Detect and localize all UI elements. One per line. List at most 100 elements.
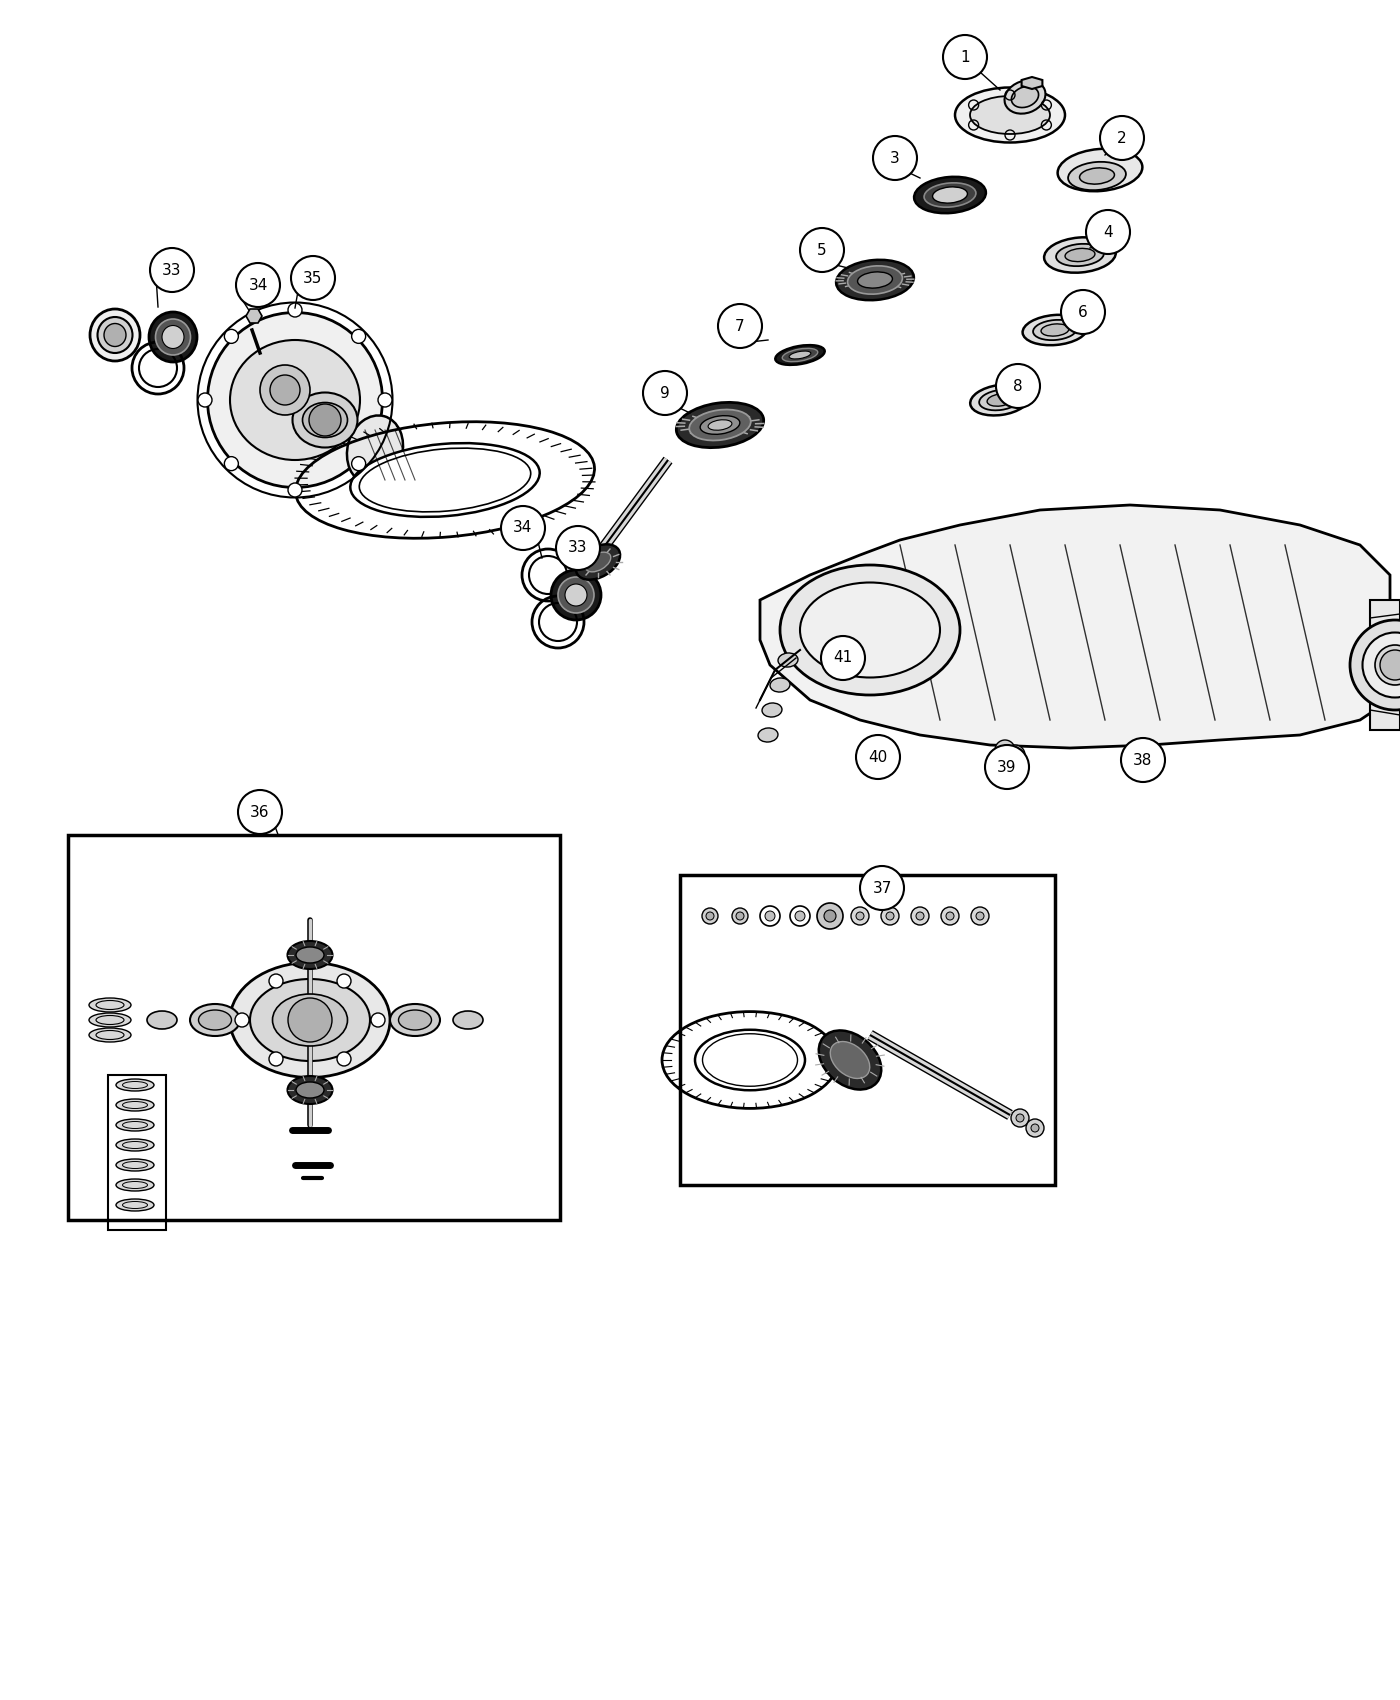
Ellipse shape	[575, 544, 620, 580]
Ellipse shape	[1375, 644, 1400, 685]
Ellipse shape	[116, 1180, 154, 1192]
Ellipse shape	[1065, 248, 1095, 262]
Ellipse shape	[90, 1028, 132, 1042]
Circle shape	[1121, 738, 1165, 782]
Circle shape	[944, 36, 987, 78]
Circle shape	[855, 734, 900, 779]
Ellipse shape	[700, 416, 739, 434]
Circle shape	[736, 911, 743, 920]
Ellipse shape	[770, 678, 790, 692]
Polygon shape	[246, 309, 262, 323]
Ellipse shape	[1068, 162, 1126, 190]
Ellipse shape	[559, 576, 594, 614]
Ellipse shape	[347, 415, 403, 484]
Circle shape	[855, 911, 864, 920]
Ellipse shape	[293, 393, 357, 447]
Text: 6: 6	[1078, 304, 1088, 320]
Ellipse shape	[116, 1139, 154, 1151]
Ellipse shape	[566, 585, 587, 605]
Text: 40: 40	[868, 750, 888, 765]
Circle shape	[501, 507, 545, 551]
Ellipse shape	[116, 1080, 154, 1091]
Circle shape	[269, 1052, 283, 1066]
Ellipse shape	[199, 1010, 231, 1030]
Circle shape	[911, 908, 930, 925]
Ellipse shape	[399, 1010, 431, 1030]
Ellipse shape	[190, 1005, 239, 1035]
Circle shape	[371, 1013, 385, 1027]
Circle shape	[378, 393, 392, 406]
Circle shape	[795, 911, 805, 921]
Ellipse shape	[116, 1159, 154, 1171]
Ellipse shape	[778, 653, 798, 666]
Text: 7: 7	[735, 318, 745, 333]
Circle shape	[799, 228, 844, 272]
Ellipse shape	[1056, 243, 1105, 267]
Text: 2: 2	[1117, 131, 1127, 146]
Ellipse shape	[1042, 325, 1070, 337]
Text: 1: 1	[960, 49, 970, 65]
Bar	[680, 876, 1056, 1185]
Ellipse shape	[762, 704, 783, 717]
Ellipse shape	[790, 352, 811, 359]
Circle shape	[995, 364, 1040, 408]
Circle shape	[351, 330, 365, 343]
Ellipse shape	[230, 340, 360, 461]
Ellipse shape	[970, 95, 1050, 134]
Ellipse shape	[1022, 314, 1088, 345]
Ellipse shape	[207, 313, 382, 488]
Circle shape	[270, 376, 300, 405]
Ellipse shape	[287, 1076, 333, 1103]
Circle shape	[260, 366, 309, 415]
Ellipse shape	[955, 87, 1065, 143]
Circle shape	[825, 910, 836, 921]
Circle shape	[643, 371, 687, 415]
Text: 37: 37	[872, 881, 892, 896]
Ellipse shape	[780, 564, 960, 695]
Circle shape	[764, 911, 776, 921]
Ellipse shape	[689, 410, 750, 440]
Circle shape	[874, 136, 917, 180]
Ellipse shape	[116, 1119, 154, 1131]
Polygon shape	[1022, 76, 1043, 88]
Ellipse shape	[585, 552, 610, 571]
Circle shape	[150, 248, 195, 292]
Circle shape	[818, 903, 843, 928]
Ellipse shape	[287, 942, 333, 969]
Text: 9: 9	[661, 386, 669, 401]
Ellipse shape	[676, 403, 763, 447]
Ellipse shape	[295, 1081, 323, 1098]
Circle shape	[288, 303, 302, 316]
Circle shape	[1380, 649, 1400, 680]
Ellipse shape	[90, 998, 132, 1012]
Circle shape	[288, 483, 302, 496]
Ellipse shape	[1057, 150, 1142, 190]
Text: 4: 4	[1103, 224, 1113, 240]
Circle shape	[718, 304, 762, 348]
Circle shape	[1086, 211, 1130, 253]
Ellipse shape	[116, 1098, 154, 1112]
Ellipse shape	[836, 260, 914, 301]
Circle shape	[976, 911, 984, 920]
Circle shape	[881, 908, 899, 925]
Text: 3: 3	[890, 151, 900, 165]
Ellipse shape	[694, 1030, 805, 1090]
Ellipse shape	[454, 1012, 483, 1028]
Ellipse shape	[757, 728, 778, 741]
Text: 34: 34	[248, 277, 267, 292]
Circle shape	[197, 393, 211, 406]
Ellipse shape	[799, 583, 939, 678]
Ellipse shape	[819, 1030, 881, 1090]
Ellipse shape	[391, 1005, 440, 1035]
Ellipse shape	[1044, 238, 1116, 272]
Ellipse shape	[783, 348, 818, 362]
Circle shape	[995, 740, 1015, 760]
Circle shape	[1026, 1119, 1044, 1137]
Ellipse shape	[90, 309, 140, 360]
Bar	[108, 1074, 167, 1231]
Ellipse shape	[302, 403, 347, 437]
Circle shape	[351, 457, 365, 471]
Ellipse shape	[708, 420, 732, 430]
Text: 33: 33	[568, 541, 588, 556]
Ellipse shape	[847, 265, 903, 294]
